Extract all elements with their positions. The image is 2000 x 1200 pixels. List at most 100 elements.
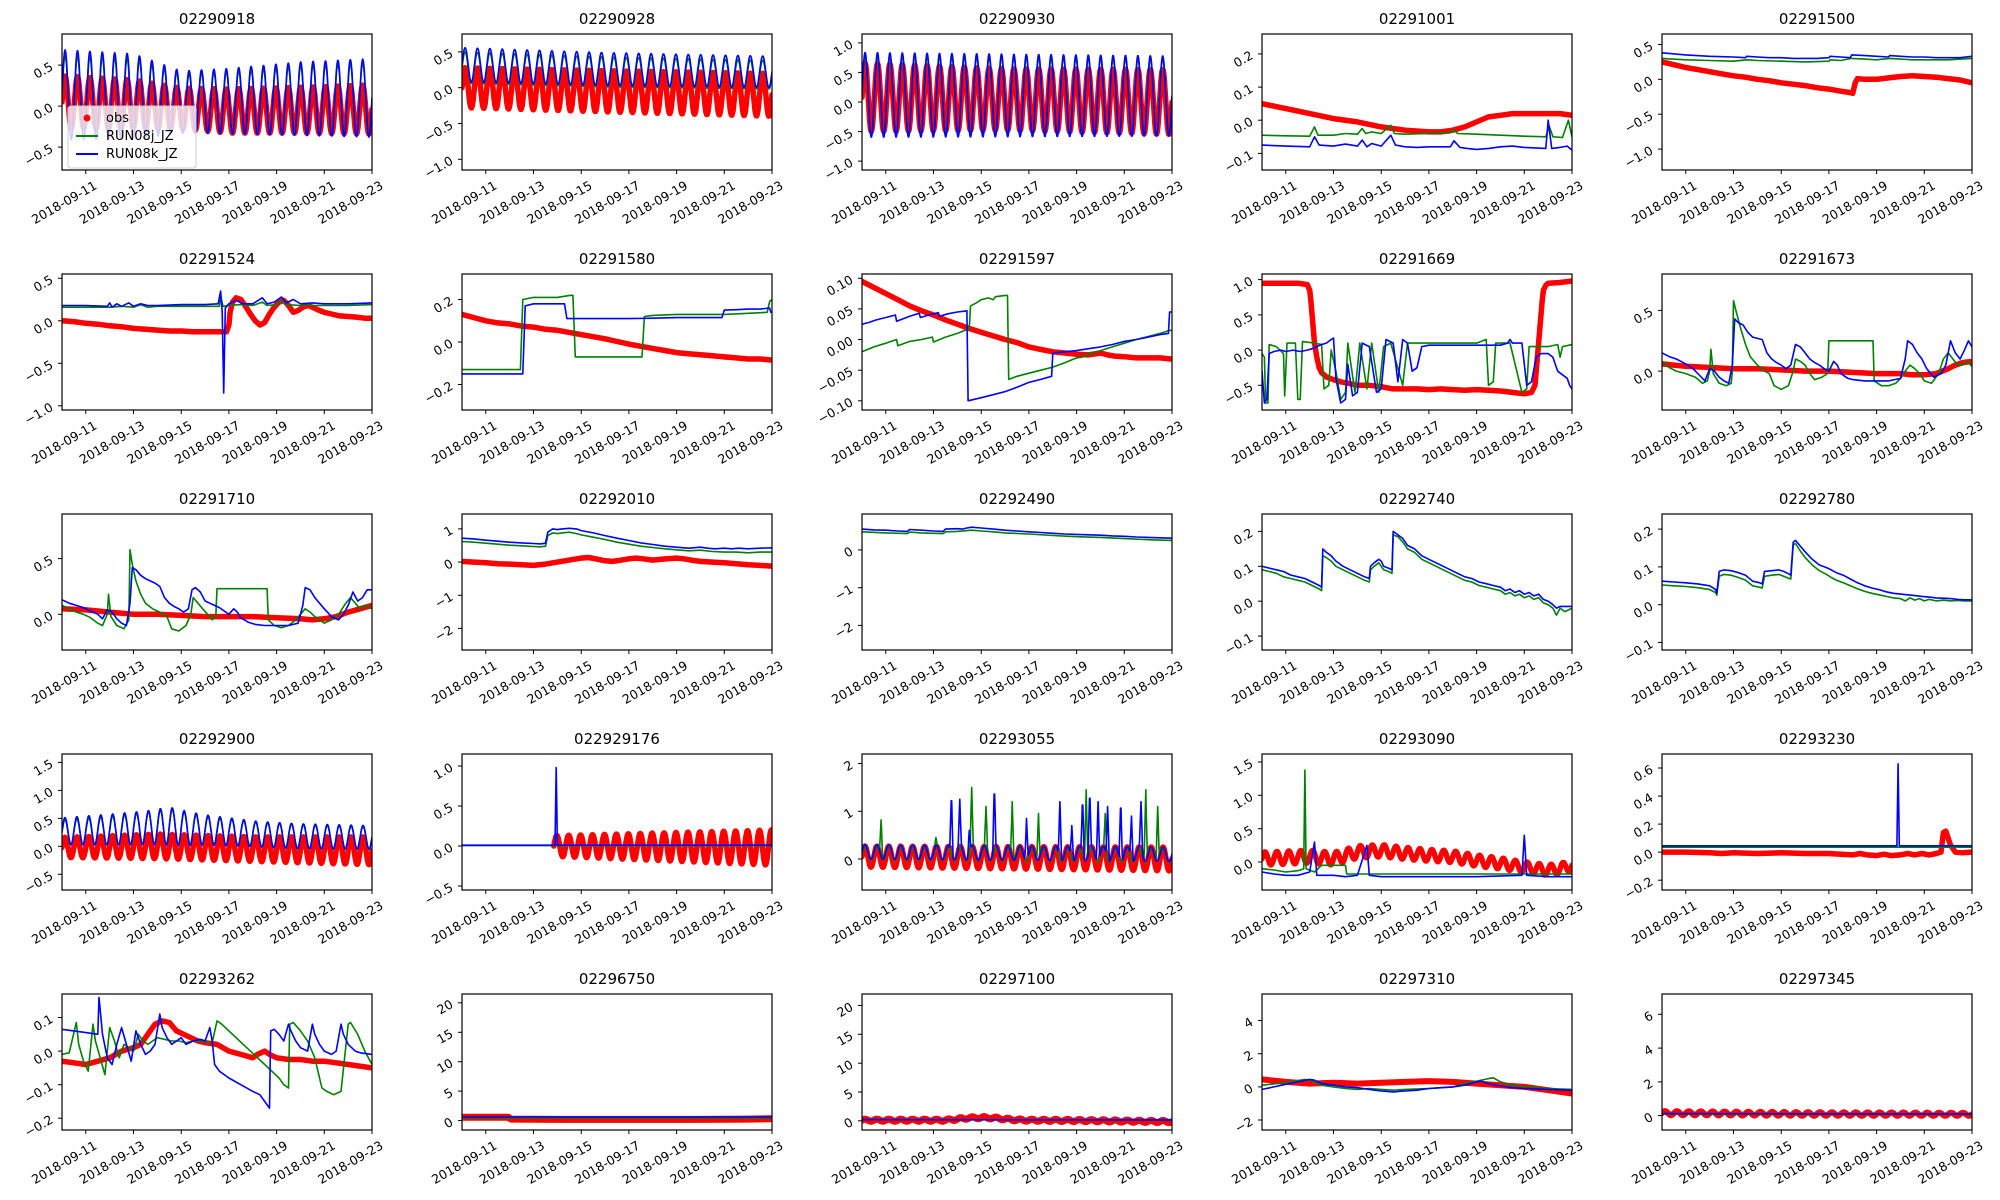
y-tick-label: −1.0 (422, 153, 456, 181)
y-tick-label: −0.5 (422, 880, 456, 908)
subplot-02291710: 022917102018-09-112018-09-132018-09-1520… (29, 490, 386, 707)
series-RUN08j_JZ (1262, 1077, 1572, 1091)
y-tick-label: 4 (1641, 1042, 1655, 1059)
plot-area (1262, 530, 1572, 616)
series-RUN08k_JZ (62, 807, 372, 850)
y-tick-label: 5 (441, 1085, 455, 1102)
subplot-title: 02290930 (979, 10, 1055, 28)
axes-frame (1661, 273, 1973, 411)
y-tick-label: −1.0 (822, 155, 856, 183)
axes-frame (1661, 513, 1973, 651)
y-tick-label: −1 (832, 581, 855, 603)
plot-area (62, 548, 372, 632)
subplot-title: 02293262 (179, 970, 255, 988)
subplot-02292010: 022920102018-09-112018-09-132018-09-1520… (429, 490, 786, 707)
y-tick-label: 0.2 (431, 293, 456, 316)
subplot-title: 02291580 (579, 250, 655, 268)
axes-frame (61, 753, 373, 891)
y-tick-label: −2 (1232, 1114, 1255, 1136)
y-tick-label: 0.5 (31, 812, 56, 835)
axes-frame (1661, 993, 1973, 1131)
subplot-title: 02293230 (1779, 730, 1855, 748)
y-tick-label: 0.5 (431, 46, 456, 69)
series-obs (62, 602, 372, 623)
subplot-title: 02291500 (1779, 10, 1855, 28)
series-RUN08k_JZ (1262, 530, 1572, 609)
y-tick-label: −0.10 (815, 394, 856, 426)
y-tick-label: 6 (1641, 1008, 1655, 1025)
subplot-title: 02292740 (1379, 490, 1455, 508)
axes-frame (61, 33, 373, 171)
y-tick-label: 0 (1641, 1109, 1655, 1126)
series-RUN08j_JZ (462, 294, 772, 371)
axes-frame (1261, 33, 1573, 171)
y-tick-label: −1.0 (1622, 143, 1656, 171)
axes-frame (461, 513, 773, 651)
subplot-title: 02291524 (179, 250, 255, 268)
y-tick-label: 20 (834, 999, 855, 1020)
y-tick-label: −0.5 (22, 141, 56, 169)
plot-area (62, 49, 372, 141)
subplot-02291001: 022910012018-09-112018-09-132018-09-1520… (1222, 10, 1586, 227)
y-tick-label: 0 (841, 1114, 855, 1131)
plot-area (462, 294, 772, 375)
y-tick-label: 0.0 (31, 314, 56, 337)
y-tick-label: 0.0 (31, 608, 56, 631)
subplot-02292780: 022927802018-09-112018-09-132018-09-1520… (1622, 490, 1986, 707)
y-tick-label: 0.0 (431, 840, 456, 863)
y-tick-label: 0.5 (1231, 822, 1256, 845)
y-tick-label: −0.05 (815, 364, 856, 396)
y-tick-label: 2 (841, 757, 855, 774)
axes-frame (861, 993, 1173, 1131)
plot-area (1262, 1076, 1572, 1097)
y-tick-label: 0.4 (1631, 790, 1656, 813)
plot-area (862, 1113, 1172, 1127)
y-tick-label: 0.0 (1231, 114, 1256, 137)
axes-frame (461, 33, 773, 171)
subplot-022929176: 0229291762018-09-112018-09-132018-09-152… (422, 730, 786, 947)
y-tick-label: 0.5 (31, 272, 56, 295)
y-tick-label: 1.0 (1231, 789, 1256, 812)
plot-area (862, 278, 1172, 402)
y-tick-label: 15 (834, 1028, 855, 1049)
plot-area (1262, 278, 1572, 404)
series-RUN08k_JZ (62, 996, 372, 1109)
y-tick-label: 0.2 (1231, 525, 1256, 548)
plot-area (1662, 1108, 1972, 1119)
y-tick-label: 0 (841, 543, 855, 560)
series-obs (551, 827, 772, 868)
series-RUN08j_JZ (1662, 299, 1972, 391)
y-tick-label: 0.0 (31, 100, 56, 123)
y-tick-label: 0.1 (1631, 561, 1656, 584)
series-RUN08j_JZ (862, 294, 1172, 381)
series-RUN08k_JZ (862, 51, 1172, 138)
y-tick-label: 1.0 (831, 36, 856, 59)
subplot-02292900: 022929002018-09-112018-09-132018-09-1520… (22, 730, 386, 947)
plot-area (462, 1113, 772, 1123)
y-tick-label: 0.0 (431, 81, 456, 104)
y-tick-label: 1.0 (31, 784, 56, 807)
y-tick-label: 0 (1241, 1080, 1255, 1097)
series-RUN08j_JZ (62, 548, 372, 632)
y-tick-label: 0.1 (31, 1011, 56, 1034)
y-tick-label: 0.00 (824, 333, 856, 360)
subplot-02297345: 022973452018-09-112018-09-132018-09-1520… (1629, 970, 1986, 1187)
y-tick-label: 0.5 (31, 552, 56, 575)
subplot-02291669: 022916692018-09-112018-09-132018-09-1520… (1222, 250, 1586, 467)
y-tick-label: −0.5 (22, 357, 56, 385)
series-obs (462, 311, 772, 363)
series-RUN08k_JZ (462, 766, 772, 846)
subplot-02291673: 022916732018-09-112018-09-132018-09-1520… (1629, 250, 1986, 467)
y-tick-label: −0.2 (22, 1112, 56, 1140)
y-tick-label: 4 (1241, 1014, 1255, 1031)
y-tick-label: 0.5 (31, 59, 56, 82)
y-tick-label: 0.0 (1231, 344, 1256, 367)
y-tick-label: −2 (832, 619, 855, 641)
y-tick-label: 0.6 (1631, 762, 1656, 785)
y-tick-label: 0.5 (431, 800, 456, 823)
y-tick-label: 0.0 (1631, 846, 1656, 869)
y-tick-label: 0.1 (1231, 81, 1256, 104)
y-tick-label: 0.0 (1631, 365, 1656, 388)
plot-area (62, 807, 372, 868)
